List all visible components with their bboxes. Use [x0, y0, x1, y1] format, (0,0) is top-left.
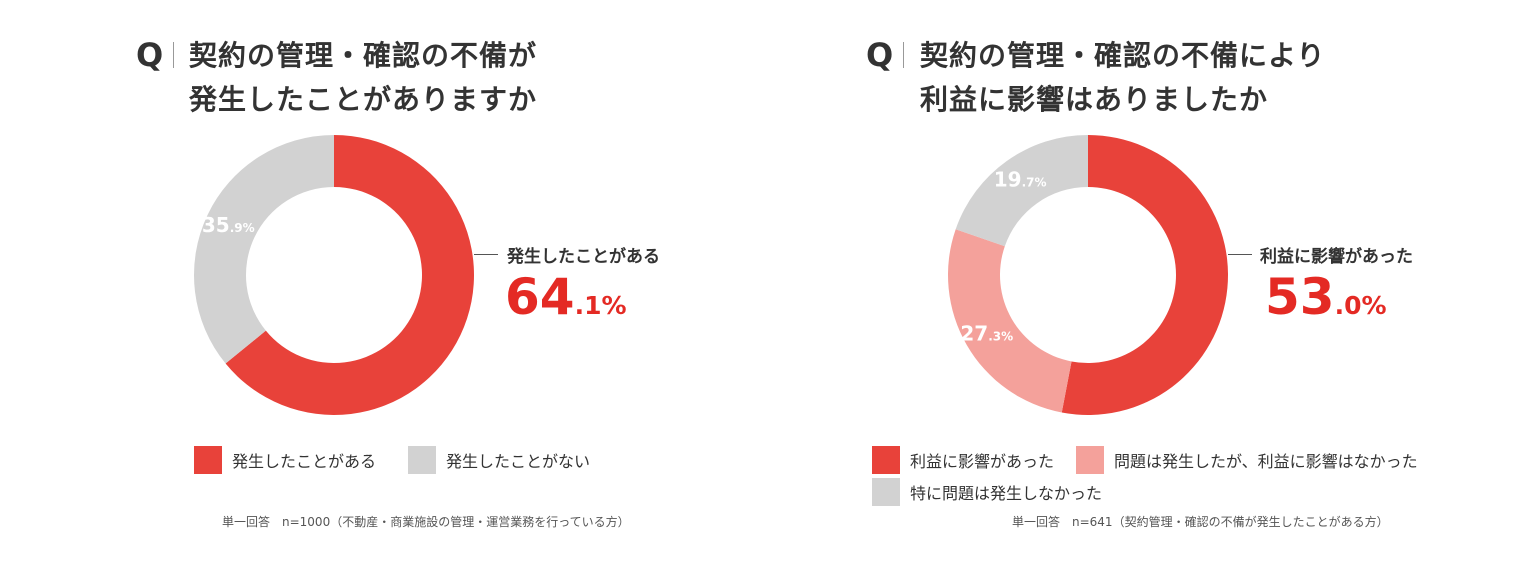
slice-value-label: 35.9% — [202, 213, 255, 237]
legend-item: 特に問題は発生しなかった — [872, 478, 1102, 506]
legend-label: 発生したことがある — [232, 452, 377, 471]
q-mark: Q — [136, 36, 164, 74]
legend-swatch — [194, 446, 222, 474]
callout-leader-line — [1228, 254, 1252, 255]
callout-value-int: 53 — [1265, 268, 1335, 326]
q-divider — [173, 42, 174, 68]
legend-swatch — [408, 446, 436, 474]
donut-slice — [948, 229, 1072, 413]
chart-title-line-1: 契約の管理・確認の不備により — [920, 39, 1326, 72]
slice-value-label: 19.7% — [994, 168, 1047, 192]
callout-label: 利益に影響があった — [1260, 247, 1413, 267]
legend-label: 利益に影響があった — [910, 452, 1055, 471]
donut-slice — [955, 135, 1088, 247]
legend-label: 発生したことがない — [446, 452, 591, 471]
legend-item: 利益に影響があった — [872, 446, 1054, 474]
legend-swatch — [872, 478, 900, 506]
sample-note: 単一回答 n=1000（不動産・商業施設の管理・運営業務を行っている方） — [222, 515, 630, 529]
q-mark: Q — [866, 36, 894, 74]
callout-value-dec: .1% — [574, 291, 627, 320]
chart-title-line-2: 発生したことがありますか — [189, 83, 538, 116]
legend-label: 特に問題は発生しなかった — [910, 484, 1103, 503]
legend-item: 発生したことがない — [408, 446, 590, 474]
slice-value-label: 27.3% — [960, 322, 1013, 346]
q-divider — [903, 42, 904, 68]
donut-slice — [194, 135, 334, 364]
legend-item: 問題は発生したが、利益に影響はなかった — [1076, 446, 1418, 474]
donut-slice — [1061, 135, 1228, 415]
callout-value: 53.0% — [1265, 272, 1387, 322]
chart-title-line-2: 利益に影響はありましたか — [920, 83, 1269, 116]
legend-swatch — [1076, 446, 1104, 474]
donut-chart-2: 27.3% 19.7% — [948, 135, 1228, 415]
donut-chart-1: 35.9% — [194, 135, 474, 415]
callout-value-int: 64 — [505, 268, 575, 326]
chart-panel-2: Q 契約の管理・確認の不備により 利益に影響はありましたか 27.3% 19.7%… — [760, 0, 1520, 564]
callout-value-dec: .0% — [1334, 291, 1387, 320]
donut-slice — [225, 135, 474, 415]
callout-label: 発生したことがある — [507, 247, 660, 267]
callout-value: 64.1% — [505, 272, 627, 322]
callout-leader-line — [474, 254, 498, 255]
chart-panel-1: Q 契約の管理・確認の不備が 発生したことがありますか 35.9% 発生したこと… — [136, 36, 660, 529]
legend-item: 発生したことがある — [194, 446, 376, 474]
sample-note: 単一回答 n=641（契約管理・確認の不備が発生したことがある方） — [1012, 515, 1389, 529]
legend-label: 問題は発生したが、利益に影響はなかった — [1114, 452, 1418, 471]
chart-title-line-1: 契約の管理・確認の不備が — [189, 39, 538, 72]
legend-swatch — [872, 446, 900, 474]
